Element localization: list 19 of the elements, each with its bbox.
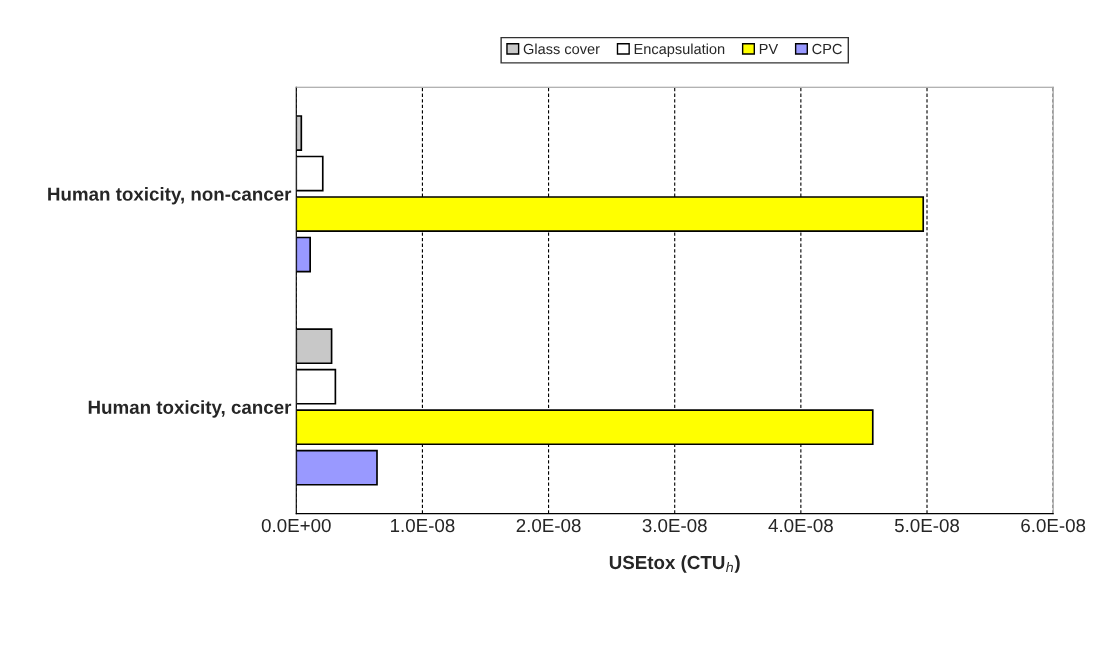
y-tick-label: Human toxicity, cancer [88, 400, 292, 418]
x-tick-label: 5.0E-08 [894, 518, 960, 533]
legend-label: Encapsulation [634, 43, 725, 58]
legend-label: Glass cover [523, 43, 600, 55]
x-tick-label: 0.0E+00 [261, 518, 331, 533]
bar [296, 449, 378, 486]
bar [296, 155, 324, 192]
bar [296, 328, 333, 365]
bar [296, 236, 311, 273]
x-axis-title: USEtox (CTU$_{h}$) [609, 555, 740, 573]
x-tick-label: 3.0E-08 [642, 518, 707, 533]
y-tick-label: Human toxicity, non-cancer [48, 187, 292, 205]
x-tick-label: 2.0E-08 [516, 518, 581, 533]
bar [296, 368, 337, 405]
x-tick-label: 1.0E-08 [391, 518, 455, 533]
legend-label: CPC [812, 43, 842, 55]
legend-label: PV [759, 43, 779, 54]
x-tick-label: 4.0E-08 [768, 518, 833, 533]
x-tick-label: 6.0E-08 [1021, 518, 1086, 533]
